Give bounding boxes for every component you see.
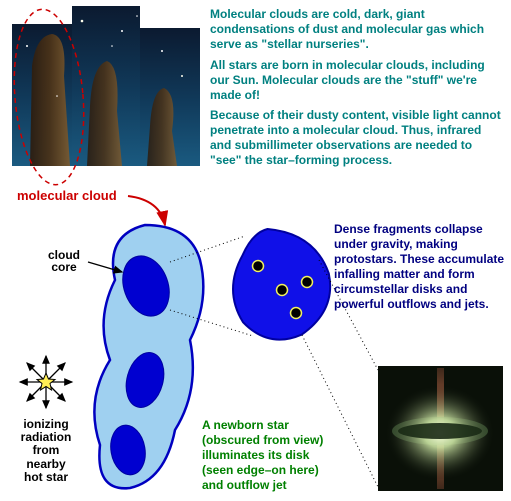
protostar-4 bbox=[291, 308, 302, 319]
zoom2-line-bot bbox=[302, 335, 378, 487]
protostar-2 bbox=[277, 285, 288, 296]
protostar-3 bbox=[302, 277, 313, 288]
red-arrow bbox=[128, 196, 165, 225]
diagram-overlay bbox=[0, 0, 511, 501]
protostar-1 bbox=[253, 261, 264, 272]
red-ellipse bbox=[7, 6, 90, 187]
ionizing-star bbox=[20, 356, 72, 408]
